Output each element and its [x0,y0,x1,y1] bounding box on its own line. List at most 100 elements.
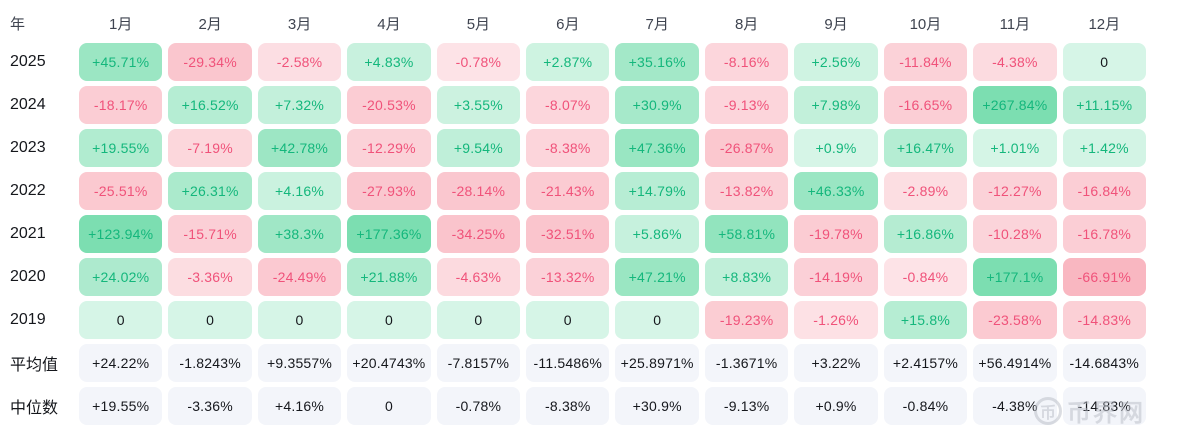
return-cell-2019-m7: 0 [615,301,699,339]
month-header-7: 7月 [645,15,669,33]
return-cell-平均值-m7: +25.8971% [615,344,699,382]
return-cell-2020-m5: -4.63% [436,258,521,296]
return-cell-2019-m4: 0 [347,301,431,339]
return-cell-2020-m4: +21.88% [347,258,431,296]
return-cell-2021-m11: -10.28% [973,215,1057,253]
return-cell-2021-m4: +177.36% [347,215,431,253]
return-cell-2022-m12: -16.84% [1062,172,1146,210]
return-cell-2023-m9: +0.9% [794,129,878,167]
return-cell-平均值-m10: +2.4157% [883,344,968,382]
month-header-9: 9月 [824,15,848,33]
return-cell-2022-m2: +26.31% [168,172,252,210]
return-cell-2022-m11: -12.27% [973,172,1057,210]
return-cell-2021-m5: -34.25% [436,215,521,253]
month-header-5: 5月 [466,15,491,33]
return-cell-2019-m8: -19.23% [704,301,789,339]
return-cell-2023-m2: -7.19% [168,129,252,167]
return-cell-平均值-m4: +20.4743% [347,344,431,382]
return-cell-中位数-m6: -8.38% [526,387,610,425]
return-cell-2025-m7: +35.16% [615,43,699,81]
return-cell-2025-m10: -11.84% [883,43,968,81]
return-cell-中位数-m2: -3.36% [168,387,252,425]
return-cell-2021-m8: +58.81% [704,215,789,253]
return-cell-中位数-m1: +19.55% [79,387,163,425]
return-cell-2024-m10: -16.65% [883,86,968,124]
return-cell-2024-m9: +7.98% [794,86,878,124]
return-cell-中位数-m9: +0.9% [794,387,878,425]
return-cell-中位数-m10: -0.84% [883,387,968,425]
returns-grid: 年 1月 2月 3月 4月 5月 6月 7月 8月 9月 10月 11月 12月 2025 +45.71% -… [10,15,1146,425]
return-cell-平均值-m11: +56.4914% [973,344,1057,382]
row-label-2019: 2019 [10,311,46,328]
month-header-8: 8月 [734,15,759,33]
return-cell-平均值-m12: -14.6843% [1062,344,1146,382]
return-cell-中位数-m11: -4.38% [973,387,1057,425]
return-cell-2023-m8: -26.87% [704,129,789,167]
return-cell-平均值-m1: +24.22% [79,344,163,382]
return-cell-2024-m5: +3.55% [436,86,521,124]
month-header-1: 1月 [109,15,133,33]
return-cell-2019-m6: 0 [526,301,610,339]
return-cell-2020-m10: -0.84% [883,258,968,296]
return-cell-2024-m12: +11.15% [1062,86,1146,124]
return-cell-2021-m9: -19.78% [794,215,878,253]
return-cell-2021-m10: +16.86% [883,215,968,253]
return-cell-2022-m3: +4.16% [257,172,342,210]
return-cell-平均值-m8: -1.3671% [704,344,789,382]
return-cell-2021-m12: -16.78% [1062,215,1146,253]
return-cell-2021-m3: +38.3% [257,215,342,253]
return-cell-平均值-m3: +9.3557% [257,344,342,382]
return-cell-2025-m6: +2.87% [526,43,610,81]
return-cell-中位数-m7: +30.9% [615,387,699,425]
return-cell-2020-m3: -24.49% [257,258,342,296]
return-cell-2024-m3: +7.32% [257,86,342,124]
return-cell-2025-m4: +4.83% [347,43,431,81]
return-cell-2025-m12: 0 [1062,43,1146,81]
return-cell-2025-m5: -0.78% [436,43,521,81]
return-cell-中位数-m12: -14.83% [1062,387,1146,425]
return-cell-2022-m7: +14.79% [615,172,699,210]
return-cell-2025-m8: -8.16% [704,43,789,81]
return-cell-2022-m10: -2.89% [883,172,968,210]
return-cell-2022-m5: -28.14% [436,172,521,210]
return-cell-2023-m3: +42.78% [257,129,342,167]
month-header-2: 2月 [198,15,222,33]
row-label-2020: 2020 [10,268,46,285]
return-cell-2021-m7: +5.86% [615,215,699,253]
return-cell-2021-m6: -32.51% [526,215,610,253]
row-label-2022: 2022 [10,182,46,199]
return-cell-2020-m6: -13.32% [526,258,610,296]
return-cell-中位数-m8: -9.13% [704,387,789,425]
return-cell-2023-m10: +16.47% [883,129,968,167]
month-header-11: 11月 [999,15,1031,33]
return-cell-2019-m3: 0 [257,301,342,339]
return-cell-2020-m8: +8.83% [704,258,789,296]
row-label-2023: 2023 [10,139,46,156]
return-cell-2023-m4: -12.29% [347,129,431,167]
return-cell-2019-m12: -14.83% [1062,301,1146,339]
return-cell-平均值-m2: -1.8243% [168,344,252,382]
return-cell-2025-m1: +45.71% [79,43,163,81]
return-cell-2024-m1: -18.17% [79,86,163,124]
return-cell-2024-m2: +16.52% [168,86,252,124]
return-cell-中位数-m5: -0.78% [436,387,521,425]
return-cell-平均值-m9: +3.22% [794,344,878,382]
month-header-3: 3月 [287,15,312,33]
return-cell-2020-m11: +177.1% [973,258,1057,296]
return-cell-2020-m12: -66.91% [1062,258,1146,296]
return-cell-2019-m5: 0 [436,301,521,339]
return-cell-2022-m1: -25.51% [79,172,163,210]
return-cell-2023-m12: +1.42% [1062,129,1146,167]
month-header-12: 12月 [1088,15,1121,33]
return-cell-2019-m1: 0 [79,301,163,339]
return-cell-2023-m1: +19.55% [79,129,163,167]
return-cell-2024-m6: -8.07% [526,86,610,124]
row-label-中位数: 中位数 [10,400,59,417]
return-cell-2023-m7: +47.36% [615,129,699,167]
return-cell-2023-m6: -8.38% [526,129,610,167]
return-cell-2019-m10: +15.8% [883,301,968,339]
return-cell-2023-m11: +1.01% [973,129,1057,167]
month-header-10: 10月 [909,15,942,33]
return-cell-2022-m9: +46.33% [794,172,878,210]
